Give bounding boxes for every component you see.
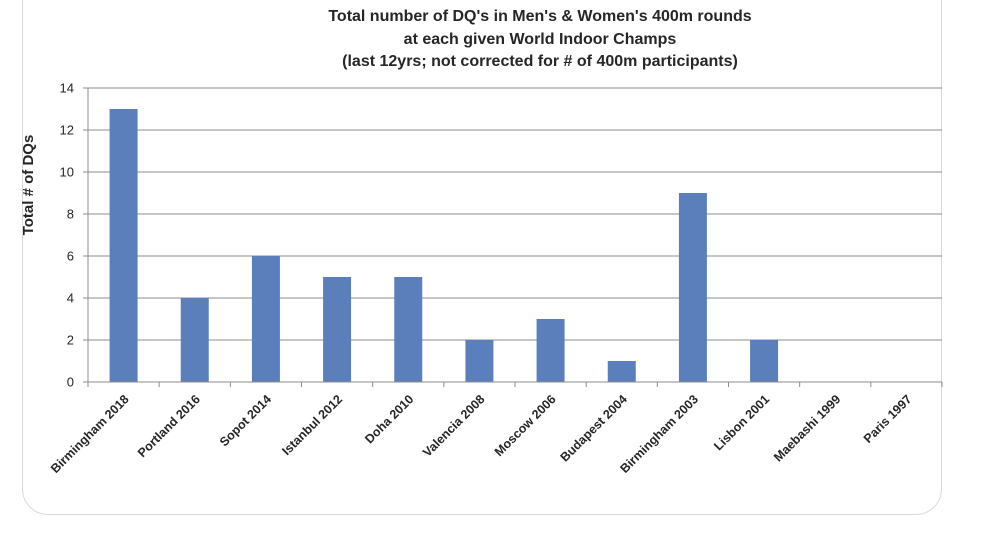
x-category-label: Budapest 2004 (558, 392, 630, 464)
bar (536, 319, 565, 382)
bar (750, 340, 779, 382)
bar (180, 298, 209, 382)
chart-title-line-3: (last 12yrs; not corrected for # of 400m… (342, 53, 738, 70)
chart-title: Total number of DQ's in Men's & Women's … (200, 6, 880, 74)
y-axis-label: Total # of DQs (20, 135, 37, 236)
bar (109, 109, 138, 382)
x-category-label: Birmingham 2018 (48, 392, 132, 476)
x-category-label: Sopot 2014 (217, 392, 274, 449)
y-tick-label: 4 (67, 291, 74, 306)
x-category-label: Maebashi 1999 (771, 392, 843, 464)
bar (394, 277, 423, 382)
y-tick-label: 14 (60, 81, 74, 96)
x-category-label: Moscow 2006 (492, 392, 559, 459)
y-tick-label: 6 (67, 249, 74, 264)
bar (607, 361, 636, 382)
x-category-label: Doha 2010 (362, 392, 416, 446)
x-category-label: Paris 1997 (861, 392, 915, 446)
x-category-label: Lisbon 2001 (711, 392, 772, 453)
x-category-label: Birmingham 2003 (617, 392, 701, 476)
bar (251, 256, 280, 382)
y-tick-label: 0 (67, 375, 74, 390)
y-tick-label: 8 (67, 207, 74, 222)
y-tick-label: 2 (67, 333, 74, 348)
chart-title-line-1: Total number of DQ's in Men's & Women's … (328, 8, 752, 25)
y-tick-label: 12 (60, 123, 74, 138)
chart-title-line-2: at each given World Indoor Champs (403, 30, 677, 48)
x-category-label: Valencia 2008 (420, 392, 487, 459)
chart-frame (22, 0, 942, 515)
bar (323, 277, 352, 382)
x-category-label: Portland 2016 (135, 392, 203, 460)
x-category-label: Istanbul 2012 (279, 392, 345, 458)
y-tick-label: 10 (60, 165, 74, 180)
bar (465, 340, 494, 382)
bar (678, 193, 707, 382)
